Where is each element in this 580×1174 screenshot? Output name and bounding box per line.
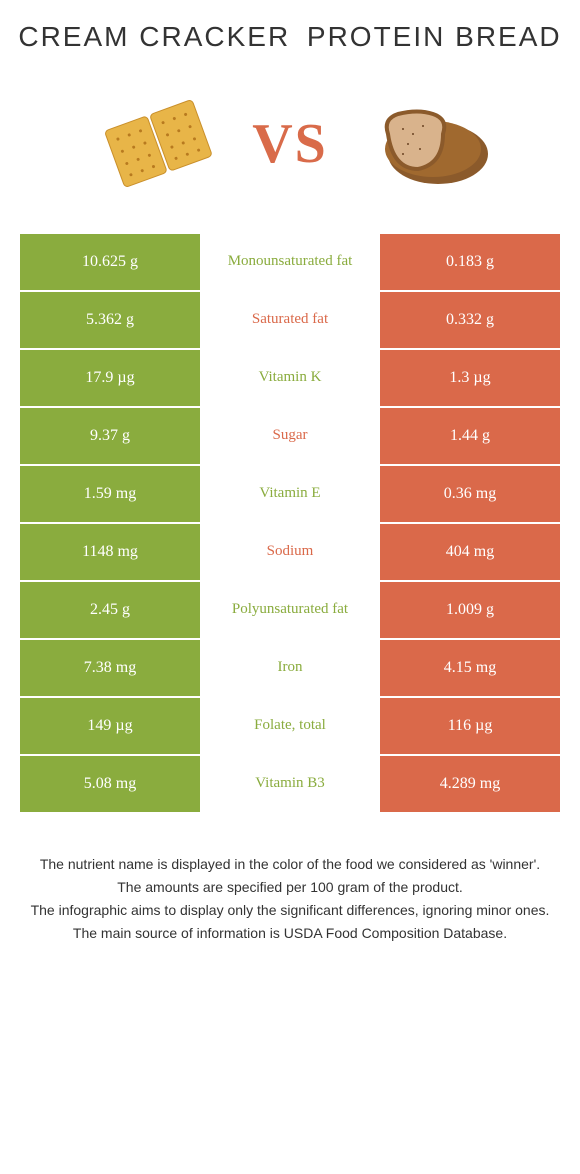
nutrient-label: Monounsaturated fat: [200, 234, 380, 292]
table-row: 149 µgFolate, total116 µg: [20, 698, 560, 756]
vs-label: VS: [252, 112, 328, 176]
nutrient-table: 10.625 gMonounsaturated fat0.183 g5.362 …: [20, 234, 560, 814]
nutrient-label: Iron: [200, 640, 380, 698]
table-row: 5.08 mgVitamin B34.289 mg: [20, 756, 560, 814]
right-value: 404 mg: [380, 524, 560, 582]
left-value: 10.625 g: [20, 234, 200, 292]
footer-line: The infographic aims to display only the…: [30, 900, 550, 921]
right-value: 0.183 g: [380, 234, 560, 292]
right-value: 1.009 g: [380, 582, 560, 640]
table-row: 5.362 gSaturated fat0.332 g: [20, 292, 560, 350]
left-value: 1148 mg: [20, 524, 200, 582]
left-value: 5.362 g: [20, 292, 200, 350]
table-row: 2.45 gPolyunsaturated fat1.009 g: [20, 582, 560, 640]
cracker-icon: [82, 84, 232, 204]
left-value: 17.9 µg: [20, 350, 200, 408]
table-row: 1.59 mgVitamin E0.36 mg: [20, 466, 560, 524]
bread-icon: [348, 84, 498, 204]
right-value: 0.332 g: [380, 292, 560, 350]
right-value: 4.289 mg: [380, 756, 560, 814]
left-food-title: CREAM CRACKER: [18, 20, 290, 54]
nutrient-label: Vitamin K: [200, 350, 380, 408]
right-value: 1.3 µg: [380, 350, 560, 408]
footer-line: The nutrient name is displayed in the co…: [30, 854, 550, 875]
footer-notes: The nutrient name is displayed in the co…: [0, 814, 580, 966]
header: CREAM CRACKER PROTEIN BREAD: [0, 0, 580, 64]
right-value: 1.44 g: [380, 408, 560, 466]
nutrient-label: Sugar: [200, 408, 380, 466]
table-row: 17.9 µgVitamin K1.3 µg: [20, 350, 560, 408]
nutrient-label: Folate, total: [200, 698, 380, 756]
vs-row: VS: [0, 64, 580, 234]
left-value: 5.08 mg: [20, 756, 200, 814]
table-row: 1148 mgSodium404 mg: [20, 524, 560, 582]
left-value: 149 µg: [20, 698, 200, 756]
left-value: 9.37 g: [20, 408, 200, 466]
table-row: 10.625 gMonounsaturated fat0.183 g: [20, 234, 560, 292]
footer-line: The main source of information is USDA F…: [30, 923, 550, 944]
nutrient-label: Saturated fat: [200, 292, 380, 350]
left-value: 1.59 mg: [20, 466, 200, 524]
left-value: 7.38 mg: [20, 640, 200, 698]
table-row: 7.38 mgIron4.15 mg: [20, 640, 560, 698]
table-row: 9.37 gSugar1.44 g: [20, 408, 560, 466]
nutrient-label: Vitamin E: [200, 466, 380, 524]
left-value: 2.45 g: [20, 582, 200, 640]
right-value: 0.36 mg: [380, 466, 560, 524]
footer-line: The amounts are specified per 100 gram o…: [30, 877, 550, 898]
right-value: 4.15 mg: [380, 640, 560, 698]
right-food-title: PROTEIN BREAD: [307, 20, 562, 54]
nutrient-label: Sodium: [200, 524, 380, 582]
nutrient-label: Polyunsaturated fat: [200, 582, 380, 640]
nutrient-label: Vitamin B3: [200, 756, 380, 814]
right-value: 116 µg: [380, 698, 560, 756]
